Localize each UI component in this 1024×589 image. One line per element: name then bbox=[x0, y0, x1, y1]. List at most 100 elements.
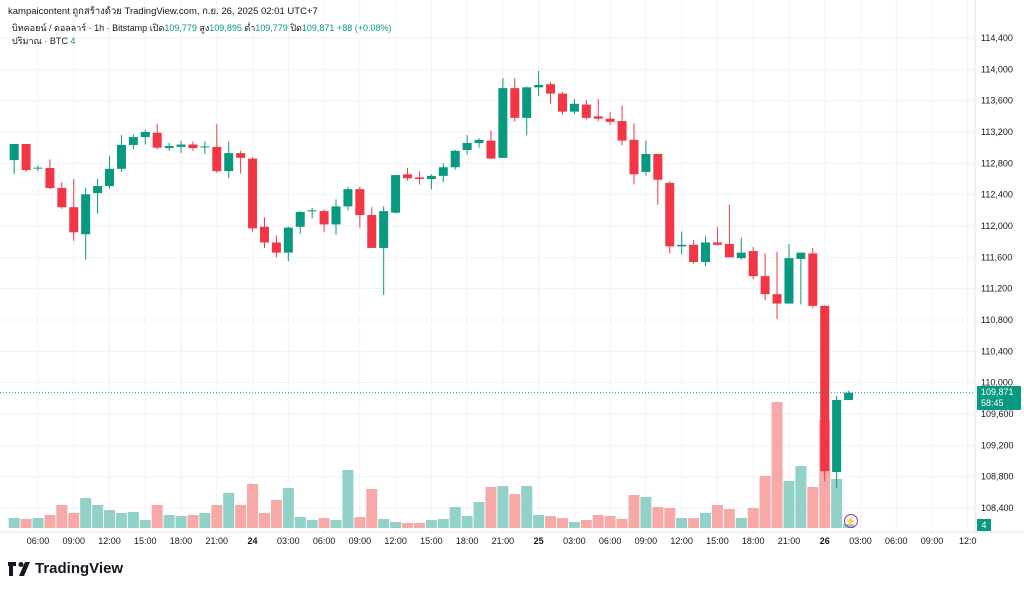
volume-bar bbox=[759, 476, 771, 528]
candle-body bbox=[331, 206, 341, 225]
candle-body bbox=[93, 186, 103, 194]
candle-body bbox=[271, 242, 281, 253]
candle-body bbox=[569, 103, 579, 112]
volume-bar bbox=[366, 489, 378, 528]
volume-bar bbox=[139, 520, 151, 528]
volume-bar bbox=[437, 519, 449, 528]
volume-bar bbox=[640, 497, 652, 528]
candle-body bbox=[474, 139, 484, 143]
candle-body bbox=[653, 153, 663, 180]
candle-body bbox=[510, 88, 520, 118]
volume-bar bbox=[831, 479, 843, 528]
candle-body bbox=[522, 87, 532, 118]
candle-body bbox=[546, 84, 556, 94]
time-tick: 15:00 bbox=[134, 536, 157, 546]
price-tick: 109,600 bbox=[981, 409, 1014, 419]
volume-bar bbox=[807, 487, 819, 528]
time-tick: 09:00 bbox=[349, 536, 372, 546]
volume-bar bbox=[545, 516, 557, 528]
price-tick: 110,800 bbox=[981, 315, 1013, 325]
price-tick: 111,600 bbox=[981, 252, 1012, 262]
volume-bar bbox=[92, 505, 104, 528]
close-value: 109,871 bbox=[301, 23, 335, 33]
time-tick: 12:00 bbox=[670, 536, 693, 546]
volume-bar bbox=[556, 518, 568, 528]
volume-bar bbox=[425, 520, 437, 528]
volume-bar bbox=[44, 515, 56, 528]
time-tick: 21:00 bbox=[492, 536, 515, 546]
volume-bar bbox=[175, 516, 187, 528]
price-axis[interactable]: 114,400 114,000 113,600 113,200 112,800 112,4… bbox=[981, 33, 1014, 513]
time-tick: 03:00 bbox=[563, 536, 586, 546]
candle-body bbox=[355, 189, 365, 216]
candle-body bbox=[426, 175, 436, 179]
volume-bar bbox=[68, 513, 80, 528]
candle-body bbox=[307, 210, 317, 212]
volume-bar bbox=[485, 487, 497, 528]
time-tick: 09:00 bbox=[635, 536, 658, 546]
volume-bar bbox=[711, 505, 723, 528]
candle-body bbox=[379, 211, 389, 248]
candle-body bbox=[760, 276, 770, 295]
time-tick: 12:0 bbox=[959, 536, 977, 546]
candle-body bbox=[295, 211, 305, 227]
candle-body bbox=[724, 244, 734, 258]
candle-body bbox=[116, 144, 126, 169]
time-tick: 15:00 bbox=[420, 536, 443, 546]
candle-body bbox=[319, 211, 329, 225]
candle-body bbox=[9, 143, 19, 161]
volume-bar bbox=[568, 522, 580, 528]
volume-bar bbox=[533, 515, 545, 528]
candle-body bbox=[248, 158, 258, 229]
high-label: สูง bbox=[199, 23, 210, 33]
volume-bar bbox=[211, 505, 223, 528]
volume-bar bbox=[115, 513, 127, 528]
time-tick: 15:00 bbox=[706, 536, 729, 546]
candle-body bbox=[748, 251, 758, 277]
volume-bar bbox=[330, 520, 342, 528]
volume-bar bbox=[783, 481, 795, 528]
price-tick: 108,800 bbox=[981, 472, 1014, 482]
volume-label[interactable]: ปริมาณ · BTC bbox=[12, 36, 68, 46]
lightning-event-icon[interactable]: ⚡ bbox=[844, 514, 858, 528]
open-label: เปิด bbox=[149, 23, 165, 33]
tradingview-logo-icon bbox=[8, 561, 30, 576]
candle-body bbox=[224, 153, 234, 172]
candle-body bbox=[772, 294, 782, 304]
volume-bar bbox=[461, 516, 473, 528]
candle-body bbox=[736, 252, 746, 259]
candle-body bbox=[176, 144, 186, 147]
time-tick: 09:00 bbox=[62, 536, 85, 546]
volume-bar bbox=[282, 488, 294, 528]
volume-bar bbox=[247, 484, 259, 528]
brand-name: TradingView bbox=[35, 560, 124, 577]
price-tick: 113,600 bbox=[981, 96, 1013, 106]
candle-body bbox=[605, 118, 615, 122]
price-tick: 110,000 bbox=[981, 378, 1013, 388]
close-label: ปิด bbox=[290, 23, 302, 33]
candle-body bbox=[689, 244, 699, 263]
volume-bar bbox=[449, 507, 461, 528]
price-tick: 111,200 bbox=[981, 284, 1012, 294]
price-tick: 112,400 bbox=[981, 190, 1013, 200]
volume-bar bbox=[8, 518, 20, 528]
candle-body bbox=[617, 121, 627, 141]
volume-bar bbox=[592, 515, 604, 528]
candle-body bbox=[236, 153, 246, 158]
high-value: 109,895 bbox=[209, 23, 242, 33]
volume-bar bbox=[688, 518, 700, 528]
volume-legend: ปริมาณ · BTC 4 bbox=[12, 34, 75, 48]
price-tick: 112,800 bbox=[981, 158, 1013, 168]
time-tick: 03:00 bbox=[277, 536, 300, 546]
symbol-label[interactable]: บิทคอยน์ / ดอลลาร์ · 1h · Bitstamp bbox=[12, 23, 148, 33]
volume-bar bbox=[771, 402, 783, 528]
volume-bar bbox=[747, 508, 759, 528]
tradingview-logo[interactable]: TradingView bbox=[8, 560, 123, 577]
volume-bar bbox=[223, 493, 235, 528]
price-tick: 108,400 bbox=[981, 503, 1014, 513]
last-price: 109,871 bbox=[981, 387, 1014, 397]
time-tick: 12:00 bbox=[384, 536, 407, 546]
time-axis[interactable]: 06:00 09:00 12:00 15:00 18:00 21:00 24 03:00 06:… bbox=[27, 536, 977, 546]
candle-body bbox=[557, 93, 567, 112]
